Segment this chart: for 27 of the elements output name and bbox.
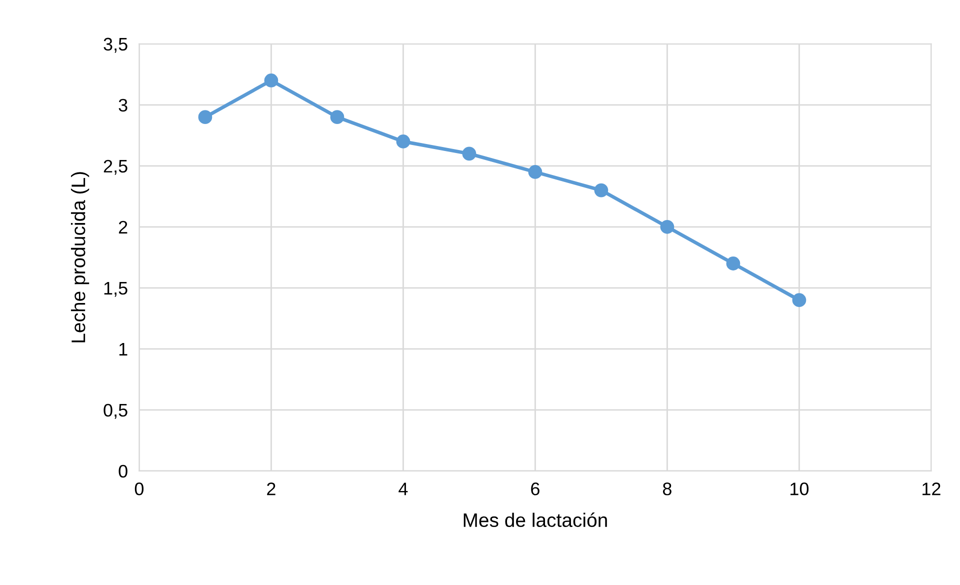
x-tick-label: 2 — [267, 482, 276, 496]
x-axis-title: Mes de lactación — [464, 512, 607, 528]
y-tick-label: 0 — [118, 464, 128, 478]
x-tick-label: 0 — [134, 482, 144, 496]
y-tick-label: 1,5 — [104, 282, 128, 297]
point — [198, 110, 212, 124]
y-tick-label: 2 — [118, 220, 128, 234]
x-tick-label: 10 — [790, 482, 809, 496]
y-tick-label: 0,5 — [104, 404, 128, 419]
point — [330, 110, 344, 124]
point — [462, 146, 476, 161]
point — [396, 134, 410, 148]
y-tick-label: 3 — [118, 98, 128, 112]
y-tick-label: 3,5 — [104, 38, 128, 53]
x-tick-label: 8 — [662, 482, 672, 496]
y-tick-label: 1 — [119, 343, 128, 356]
x-tick-label: 6 — [531, 482, 540, 496]
point — [594, 183, 608, 198]
point — [792, 293, 806, 308]
point — [660, 220, 674, 234]
x-tick-label: 12 — [922, 482, 940, 496]
x-tick-label: 4 — [398, 482, 408, 496]
point — [528, 165, 542, 179]
y-axis-title: Leche producida (L) — [70, 172, 90, 342]
point — [264, 74, 278, 88]
point — [726, 256, 740, 270]
y-tick-label: 2,5 — [104, 160, 128, 175]
